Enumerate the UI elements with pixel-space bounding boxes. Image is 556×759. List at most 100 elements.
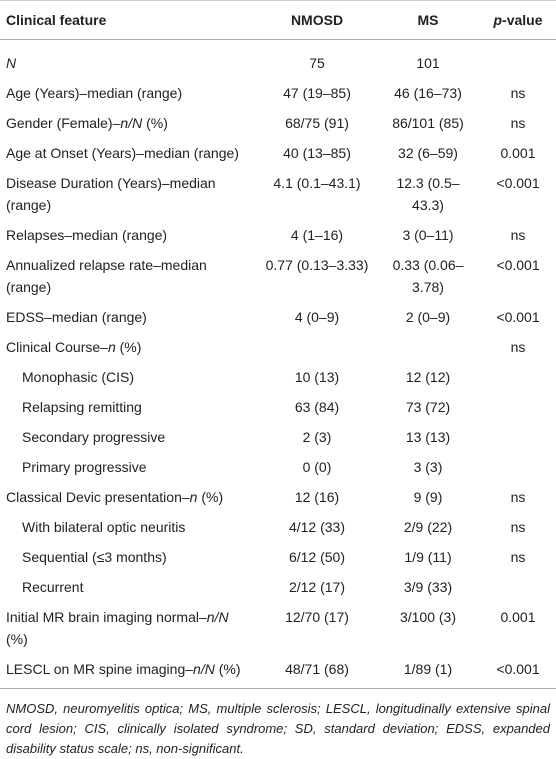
text-segment: (%) [142, 115, 168, 131]
table-row: Recurrent 2/12 (17) 3/9 (33) [0, 572, 556, 602]
table-row: Age at Onset (Years)–median (range) 40 (1… [0, 138, 556, 168]
table-row: Relapses–median (range) 4 (1–16) 3 (0–11) n… [0, 220, 556, 250]
text-segment: (%) [214, 661, 241, 677]
italic-segment: N [6, 55, 17, 71]
italic-segment: n/N [206, 609, 229, 625]
value-cell: 12.3 (0.5–43.3) [396, 175, 460, 213]
header-cell: MS [376, 0, 480, 40]
value-cell: 1/9 (11) [404, 549, 452, 565]
value-cell: 4 (1–16) [290, 227, 344, 243]
value-cell: 4.1 (0.1–43.1) [273, 175, 361, 191]
text-segment: (%) [197, 489, 224, 505]
text-segment: Clinical Course– [6, 339, 108, 355]
row-label: Relapses–median (range) [6, 227, 168, 243]
value-cell: 0.33 (0.06–3.78) [392, 257, 464, 295]
value-cell: 101 [416, 55, 440, 71]
value-cell: <0.001 [496, 175, 540, 191]
footnote: NMOSD, neuromyelitis optica; MS, multipl… [6, 701, 550, 756]
header-cell: NMOSD [258, 0, 376, 40]
value-cell: 1/89 (1) [376, 654, 480, 689]
row-label: Annualized relapse rate–median (range) [6, 257, 207, 295]
text-segment: (%) [115, 339, 142, 355]
data-table: Clinical feature NMOSD MS p-value N 75 101 Age… [0, 0, 556, 689]
table-row: Primary progressive 0 (0) 3 (3) [0, 452, 556, 482]
text-segment: (%) [6, 631, 28, 647]
row-label: N [0, 40, 258, 79]
text-segment: LESCL on MR spine imaging– [6, 661, 194, 677]
row-label: EDSS–median (range) [6, 309, 147, 325]
row-label: LESCL on MR spine imaging–n/N (%) [0, 654, 258, 689]
value-cell: 0.001 [500, 609, 536, 625]
value-cell: 12/70 (17) [285, 609, 349, 625]
table-row: Relapsing remitting 63 (84) 73 (72) [0, 392, 556, 422]
value-cell [480, 40, 556, 79]
header-row: Clinical feature NMOSD MS p-value [0, 0, 556, 40]
text-segment: Classical Devic presentation– [6, 489, 190, 505]
value-cell: 46 (16–73) [394, 85, 462, 101]
value-cell: 9 (9) [413, 489, 443, 505]
table-row: EDSS–median (range) 4 (0–9) 2 (0–9) <0.001 [0, 302, 556, 332]
table-row: N 75 101 [0, 40, 556, 79]
value-cell [480, 422, 556, 452]
value-cell: 48/71 (68) [258, 654, 376, 689]
text-segment: Gender (Female)– [6, 115, 121, 131]
header-cell: p-value [480, 0, 556, 40]
value-cell [480, 362, 556, 392]
value-cell: 4 (0–9) [294, 309, 340, 325]
value-cell: ns [510, 115, 526, 131]
text-segment: Initial MR brain imaging normal– [6, 609, 207, 625]
row-label: With bilateral optic neuritis [22, 519, 186, 535]
table-row: With bilateral optic neuritis 4/12 (33) 2/… [0, 512, 556, 542]
value-cell [376, 332, 480, 362]
table-row: Gender (Female)–n/N (%) 68/75 (91) 86/101 … [0, 108, 556, 138]
table-row: Disease Duration (Years)–median (range) 4… [0, 168, 556, 220]
value-cell: ns [510, 489, 526, 505]
value-cell: ns [510, 227, 526, 243]
value-cell: 32 (6–59) [398, 145, 458, 161]
value-cell: 47 (19–85) [283, 85, 351, 101]
table-row: Initial MR brain imaging normal–n/N (%) 1… [0, 602, 556, 654]
header-cell: Clinical feature [0, 0, 258, 40]
italic-segment: n/N [193, 661, 215, 677]
value-cell: 10 (13) [294, 369, 340, 385]
table-row: Classical Devic presentation–n (%) 12 (16… [0, 482, 556, 512]
value-cell: 2/9 (22) [403, 519, 453, 535]
row-label: Classical Devic presentation–n (%) [0, 482, 258, 512]
value-cell: 3/100 (3) [399, 609, 457, 625]
row-label: Monophasic (CIS) [22, 369, 135, 385]
value-cell: 13 (13) [405, 429, 451, 445]
value-cell: <0.001 [496, 309, 540, 325]
value-cell [480, 452, 556, 482]
value-cell: ns [510, 339, 526, 355]
table-row: Age (Years)–median (range) 47 (19–85) 46 (… [0, 78, 556, 108]
value-cell: ns [510, 519, 526, 535]
value-cell: 12 (12) [405, 369, 451, 385]
italic-segment: p [493, 12, 503, 28]
row-label: Recurrent [22, 579, 84, 595]
value-cell [258, 332, 376, 362]
table-body: N 75 101 Age (Years)–median (range) 47 (19–8… [0, 40, 556, 689]
value-cell: 0 (0) [302, 459, 332, 475]
text-segment: -value [502, 12, 543, 28]
table-row: Monophasic (CIS) 10 (13) 12 (12) [0, 362, 556, 392]
row-label: Sequential (≤3 months) [22, 549, 167, 565]
value-cell: 0.77 (0.13–3.33) [265, 257, 369, 273]
value-cell: 3 (3) [413, 459, 443, 475]
value-cell [480, 392, 556, 422]
row-label: Age (Years)–median (range) [6, 85, 183, 101]
table-row: Secondary progressive 2 (3) 13 (13) [0, 422, 556, 452]
row-label: Relapsing remitting [22, 399, 142, 415]
table-row: Sequential (≤3 months) 6/12 (50) 1/9 (11) n… [0, 542, 556, 572]
value-cell: 6/12 (50) [288, 549, 346, 565]
table-row: Annualized relapse rate–median (range) 0.… [0, 250, 556, 302]
value-cell: <0.001 [480, 654, 556, 689]
row-label: Clinical Course–n (%) [0, 332, 258, 362]
row-label: Disease Duration (Years)–median (range) [6, 175, 216, 213]
value-cell: <0.001 [496, 257, 540, 273]
value-cell: 75 [309, 55, 325, 71]
value-cell: ns [510, 549, 526, 565]
row-label: Initial MR brain imaging normal–n/N (%) [0, 602, 258, 654]
italic-segment: n [107, 339, 116, 355]
row-label: Primary progressive [22, 459, 147, 475]
